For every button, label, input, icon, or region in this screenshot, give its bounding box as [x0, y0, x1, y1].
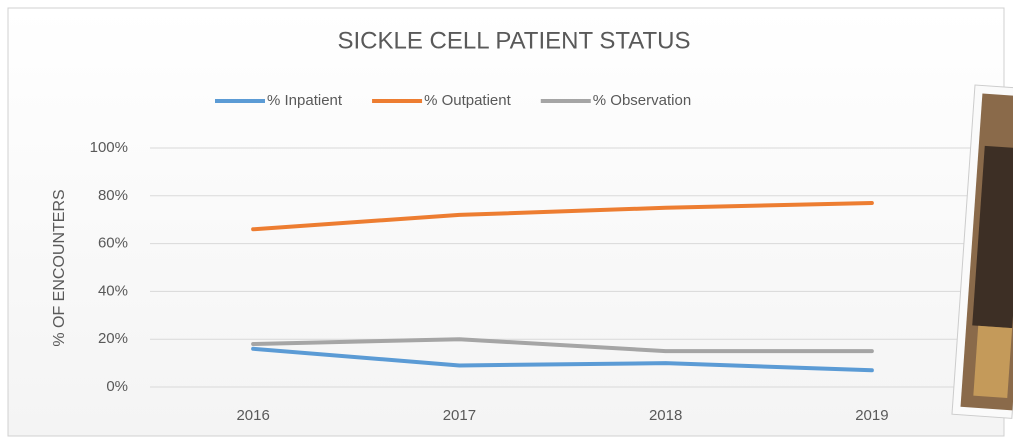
- chart-frame: [7, 7, 1005, 437]
- legend-label: % Observation: [593, 92, 691, 109]
- x-tick-label: 2018: [649, 407, 682, 424]
- x-tick-label: 2019: [855, 407, 888, 424]
- y-tick-label: 100%: [90, 139, 128, 156]
- data-line: [251, 337, 874, 354]
- y-tick-label: 0%: [106, 378, 128, 395]
- x-tick-label: 2017: [443, 407, 476, 424]
- y-tick-label: 40%: [98, 282, 128, 299]
- photo: [951, 84, 1013, 419]
- legend-label: % Outpatient: [424, 92, 512, 109]
- data-line: [251, 200, 874, 232]
- y-tick-label: 80%: [98, 187, 128, 204]
- chart-title: SICKLE CELL PATIENT STATUS: [338, 27, 691, 54]
- y-axis-label: % OF ENCOUNTERS: [51, 189, 68, 346]
- data-line: [251, 346, 874, 373]
- x-tick-label: 2016: [236, 407, 269, 424]
- y-tick-label: 60%: [98, 235, 128, 252]
- legend-label: % Inpatient: [267, 92, 343, 109]
- y-tick-label: 20%: [98, 330, 128, 347]
